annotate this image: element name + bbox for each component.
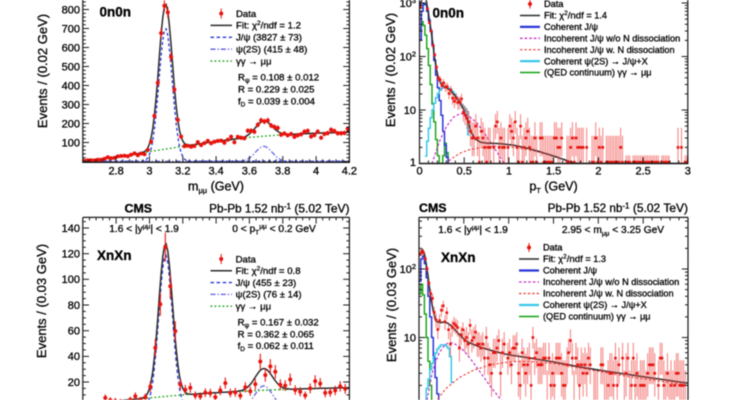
svg-text:600: 600 [62, 42, 80, 54]
svg-text:Incoherent J/ψ w/o N dissociat: Incoherent J/ψ w/o N dissociation [544, 34, 680, 44]
svg-text:Events / (0.02 GeV): Events / (0.02 GeV) [35, 14, 50, 128]
svg-text:mμμ (GeV): mμμ (GeV) [188, 180, 244, 196]
svg-text:0.5: 0.5 [457, 166, 472, 178]
svg-text:2.8: 2.8 [108, 166, 123, 178]
svg-text:400: 400 [62, 80, 80, 92]
svg-text:0: 0 [416, 166, 422, 178]
svg-text:1: 1 [410, 157, 416, 169]
svg-text:Coherent J/ψ: Coherent J/ψ [544, 22, 598, 32]
svg-text:fD = 0.039 ± 0.004: fD = 0.039 ± 0.004 [238, 96, 316, 108]
svg-text:Rψ = 0.167 ± 0.032: Rψ = 0.167 ± 0.032 [238, 318, 319, 330]
svg-text:Events / (0.03 GeV): Events / (0.03 GeV) [34, 244, 49, 358]
svg-text:0n0n: 0n0n [433, 6, 465, 21]
svg-text:3.8: 3.8 [275, 166, 290, 178]
svg-text:Fit: χ2/ndf = 1.3: Fit: χ2/ndf = 1.3 [543, 254, 606, 266]
svg-text:Data: Data [236, 254, 257, 265]
svg-text:Incoherent J/ψ w/o N dissociat: Incoherent J/ψ w/o N dissociation [543, 277, 679, 287]
svg-text:fD = 0.062 ± 0.011: fD = 0.062 ± 0.011 [238, 341, 314, 353]
svg-text:Coherent ψ(2S) → J/ψ+X: Coherent ψ(2S) → J/ψ+X [543, 300, 647, 310]
svg-text:Coherent ψ(2S) → J/ψ+X: Coherent ψ(2S) → J/ψ+X [544, 56, 648, 66]
svg-text:pT (GeV): pT (GeV) [529, 180, 577, 196]
svg-text:120: 120 [62, 249, 80, 261]
svg-text:4: 4 [313, 166, 319, 178]
svg-text:Fit: χ2/ndf = 1.4: Fit: χ2/ndf = 1.4 [544, 10, 607, 22]
svg-text:Data: Data [543, 243, 563, 253]
svg-text:20: 20 [68, 377, 80, 389]
svg-text:1: 1 [506, 166, 512, 178]
svg-text:100: 100 [62, 274, 80, 286]
svg-text:3.6: 3.6 [242, 166, 257, 178]
svg-text:(QED continuum) γγ → μμ: (QED continuum) γγ → μμ [543, 312, 651, 322]
svg-text:XnXn: XnXn [441, 250, 476, 265]
svg-text:3.2: 3.2 [175, 166, 190, 178]
svg-text:Data: Data [236, 9, 257, 20]
svg-text:0n0n: 0n0n [100, 5, 132, 20]
svg-text:Fit: χ2/ndf = 0.8: Fit: χ2/ndf = 0.8 [236, 266, 301, 278]
svg-text:103: 103 [400, 0, 416, 10]
svg-text:γγ → μμ: γγ → μμ [236, 56, 272, 67]
svg-text:800: 800 [62, 4, 80, 16]
svg-text:3: 3 [146, 166, 152, 178]
svg-text:60: 60 [68, 326, 80, 338]
svg-text:Fit: χ2/ndf = 1.2: Fit: χ2/ndf = 1.2 [236, 20, 301, 32]
svg-text:J/ψ (3827 ± 73): J/ψ (3827 ± 73) [236, 33, 302, 44]
svg-text:100: 100 [62, 137, 80, 149]
svg-text:2: 2 [595, 166, 601, 178]
svg-text:200: 200 [62, 118, 80, 130]
svg-text:R = 0.362 ± 0.065: R = 0.362 ± 0.065 [238, 329, 314, 340]
svg-text:3: 3 [685, 166, 691, 178]
svg-text:80: 80 [68, 300, 80, 312]
svg-text:2.5: 2.5 [635, 166, 650, 178]
svg-text:1.6 < |yμμ| < 1.9: 1.6 < |yμμ| < 1.9 [438, 225, 508, 237]
svg-text:ψ(2S) (76 ± 14): ψ(2S) (76 ± 14) [236, 290, 302, 301]
svg-text:1.6 < |yμμ| < 1.9: 1.6 < |yμμ| < 1.9 [109, 224, 179, 236]
svg-text:Rψ = 0.108 ± 0.012: Rψ = 0.108 ± 0.012 [238, 72, 319, 84]
svg-text:XnXn: XnXn [97, 248, 132, 263]
svg-text:ψ(2S) (415 ± 48): ψ(2S) (415 ± 48) [236, 45, 307, 56]
svg-text:300: 300 [62, 99, 80, 111]
svg-text:Data: Data [544, 0, 564, 9]
svg-text:Events / (0.03 GeV): Events / (0.03 GeV) [384, 248, 399, 362]
svg-text:J/ψ (455 ± 23): J/ψ (455 ± 23) [236, 278, 297, 289]
svg-text:Pb-Pb 1.52 nb-1 (5.02 TeV): Pb-Pb 1.52 nb-1 (5.02 TeV) [209, 202, 349, 216]
svg-text:Pb-Pb 1.52 nb-1 (5.02 TeV): Pb-Pb 1.52 nb-1 (5.02 TeV) [548, 201, 688, 215]
svg-text:40: 40 [68, 351, 80, 363]
svg-text:Incoherent J/ψ w. N dissociati: Incoherent J/ψ w. N dissociation [544, 45, 675, 55]
svg-text:CMS: CMS [419, 201, 447, 215]
svg-text:10: 10 [404, 332, 416, 344]
svg-text:1.5: 1.5 [546, 166, 561, 178]
svg-text:R = 0.229 ± 0.025: R = 0.229 ± 0.025 [238, 84, 314, 95]
svg-text:4.2: 4.2 [342, 166, 357, 178]
svg-text:2.95 < mμμ < 3.25 GeV: 2.95 < mμμ < 3.25 GeV [562, 225, 664, 238]
svg-text:γγ → μμ: γγ → μμ [236, 302, 272, 313]
svg-text:(QED continuum) γγ → μμ: (QED continuum) γγ → μμ [544, 68, 652, 78]
svg-text:140: 140 [62, 223, 80, 235]
svg-text:0 < pTμμ < 0.2 GeV: 0 < pTμμ < 0.2 GeV [232, 224, 316, 237]
svg-text:500: 500 [62, 61, 80, 73]
svg-text:700: 700 [62, 23, 80, 35]
svg-text:Events / (0.02 GeV): Events / (0.02 GeV) [383, 13, 398, 127]
svg-text:3.4: 3.4 [208, 166, 223, 178]
svg-text:CMS: CMS [125, 202, 153, 216]
svg-text:Coherent J/ψ: Coherent J/ψ [543, 266, 597, 276]
svg-text:Incoherent J/ψ w. N dissociati: Incoherent J/ψ w. N dissociation [543, 289, 674, 299]
svg-text:10: 10 [404, 105, 416, 117]
